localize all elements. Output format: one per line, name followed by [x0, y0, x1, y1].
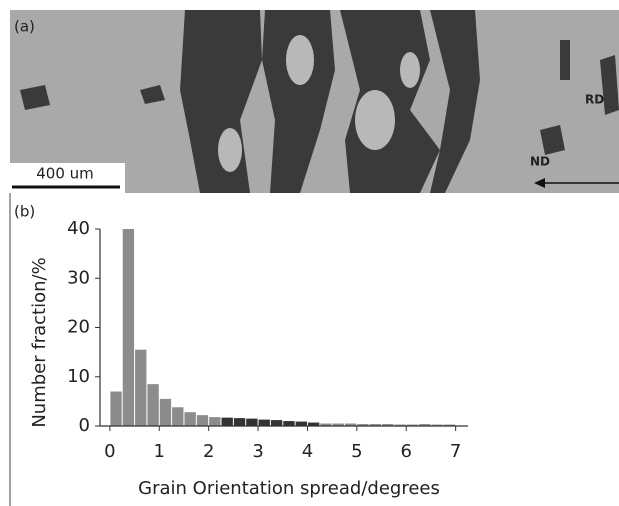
bar [406, 424, 419, 426]
bar [221, 417, 233, 426]
histogram: 0 10 20 30 40 0 1 2 3 4 5 6 7 Grain Orientation sprea… [29, 218, 468, 499]
x-tick-label: 5 [351, 441, 362, 462]
bar [419, 424, 431, 426]
bar [443, 424, 456, 426]
bar [394, 424, 406, 426]
y-tick-label: 40 [67, 218, 90, 239]
x-tick-label: 7 [450, 441, 461, 462]
bar [270, 420, 283, 426]
bar [258, 419, 270, 426]
x-axis-label: Grain Orientation spread/degrees [138, 478, 440, 499]
bar [196, 415, 209, 426]
x-tick-label: 6 [401, 441, 412, 462]
bar [159, 398, 172, 426]
y-tick-label: 10 [67, 366, 90, 387]
y-tick-label: 30 [67, 267, 90, 288]
bar [382, 424, 394, 426]
x-tick-label: 1 [154, 441, 165, 462]
y-axis-label: Number fraction/% [29, 257, 50, 427]
y-tick-label: 20 [67, 317, 90, 338]
panel-label: (b) [14, 203, 35, 221]
micrograph: (a) RD ND 400 um [10, 10, 619, 193]
x-tick-label: 2 [203, 441, 214, 462]
bar [147, 384, 159, 426]
direction-label: ND [530, 155, 550, 169]
bar [307, 422, 320, 426]
bar [332, 423, 345, 426]
x-tick-label: 0 [104, 441, 115, 462]
bar [345, 423, 357, 426]
bar [357, 424, 369, 426]
bar [172, 407, 184, 426]
y-tick-label: 0 [79, 415, 90, 436]
scale-bar-label: 400 um [36, 165, 94, 183]
x-tick-label: 3 [252, 441, 263, 462]
bar [184, 412, 196, 426]
bar [320, 423, 332, 426]
bar [295, 421, 307, 426]
bar [135, 349, 147, 426]
x-tick-label: 4 [302, 441, 313, 462]
light-grains [218, 35, 420, 172]
bar [246, 418, 258, 426]
direction-label: RD [585, 93, 604, 107]
bar [431, 424, 443, 426]
arrow-head [534, 178, 545, 188]
bar [233, 418, 246, 426]
bar [209, 417, 221, 426]
panel-label: (a) [14, 18, 35, 36]
bar [110, 391, 122, 426]
bar [369, 424, 382, 426]
bar [283, 421, 295, 426]
bar [122, 229, 135, 426]
